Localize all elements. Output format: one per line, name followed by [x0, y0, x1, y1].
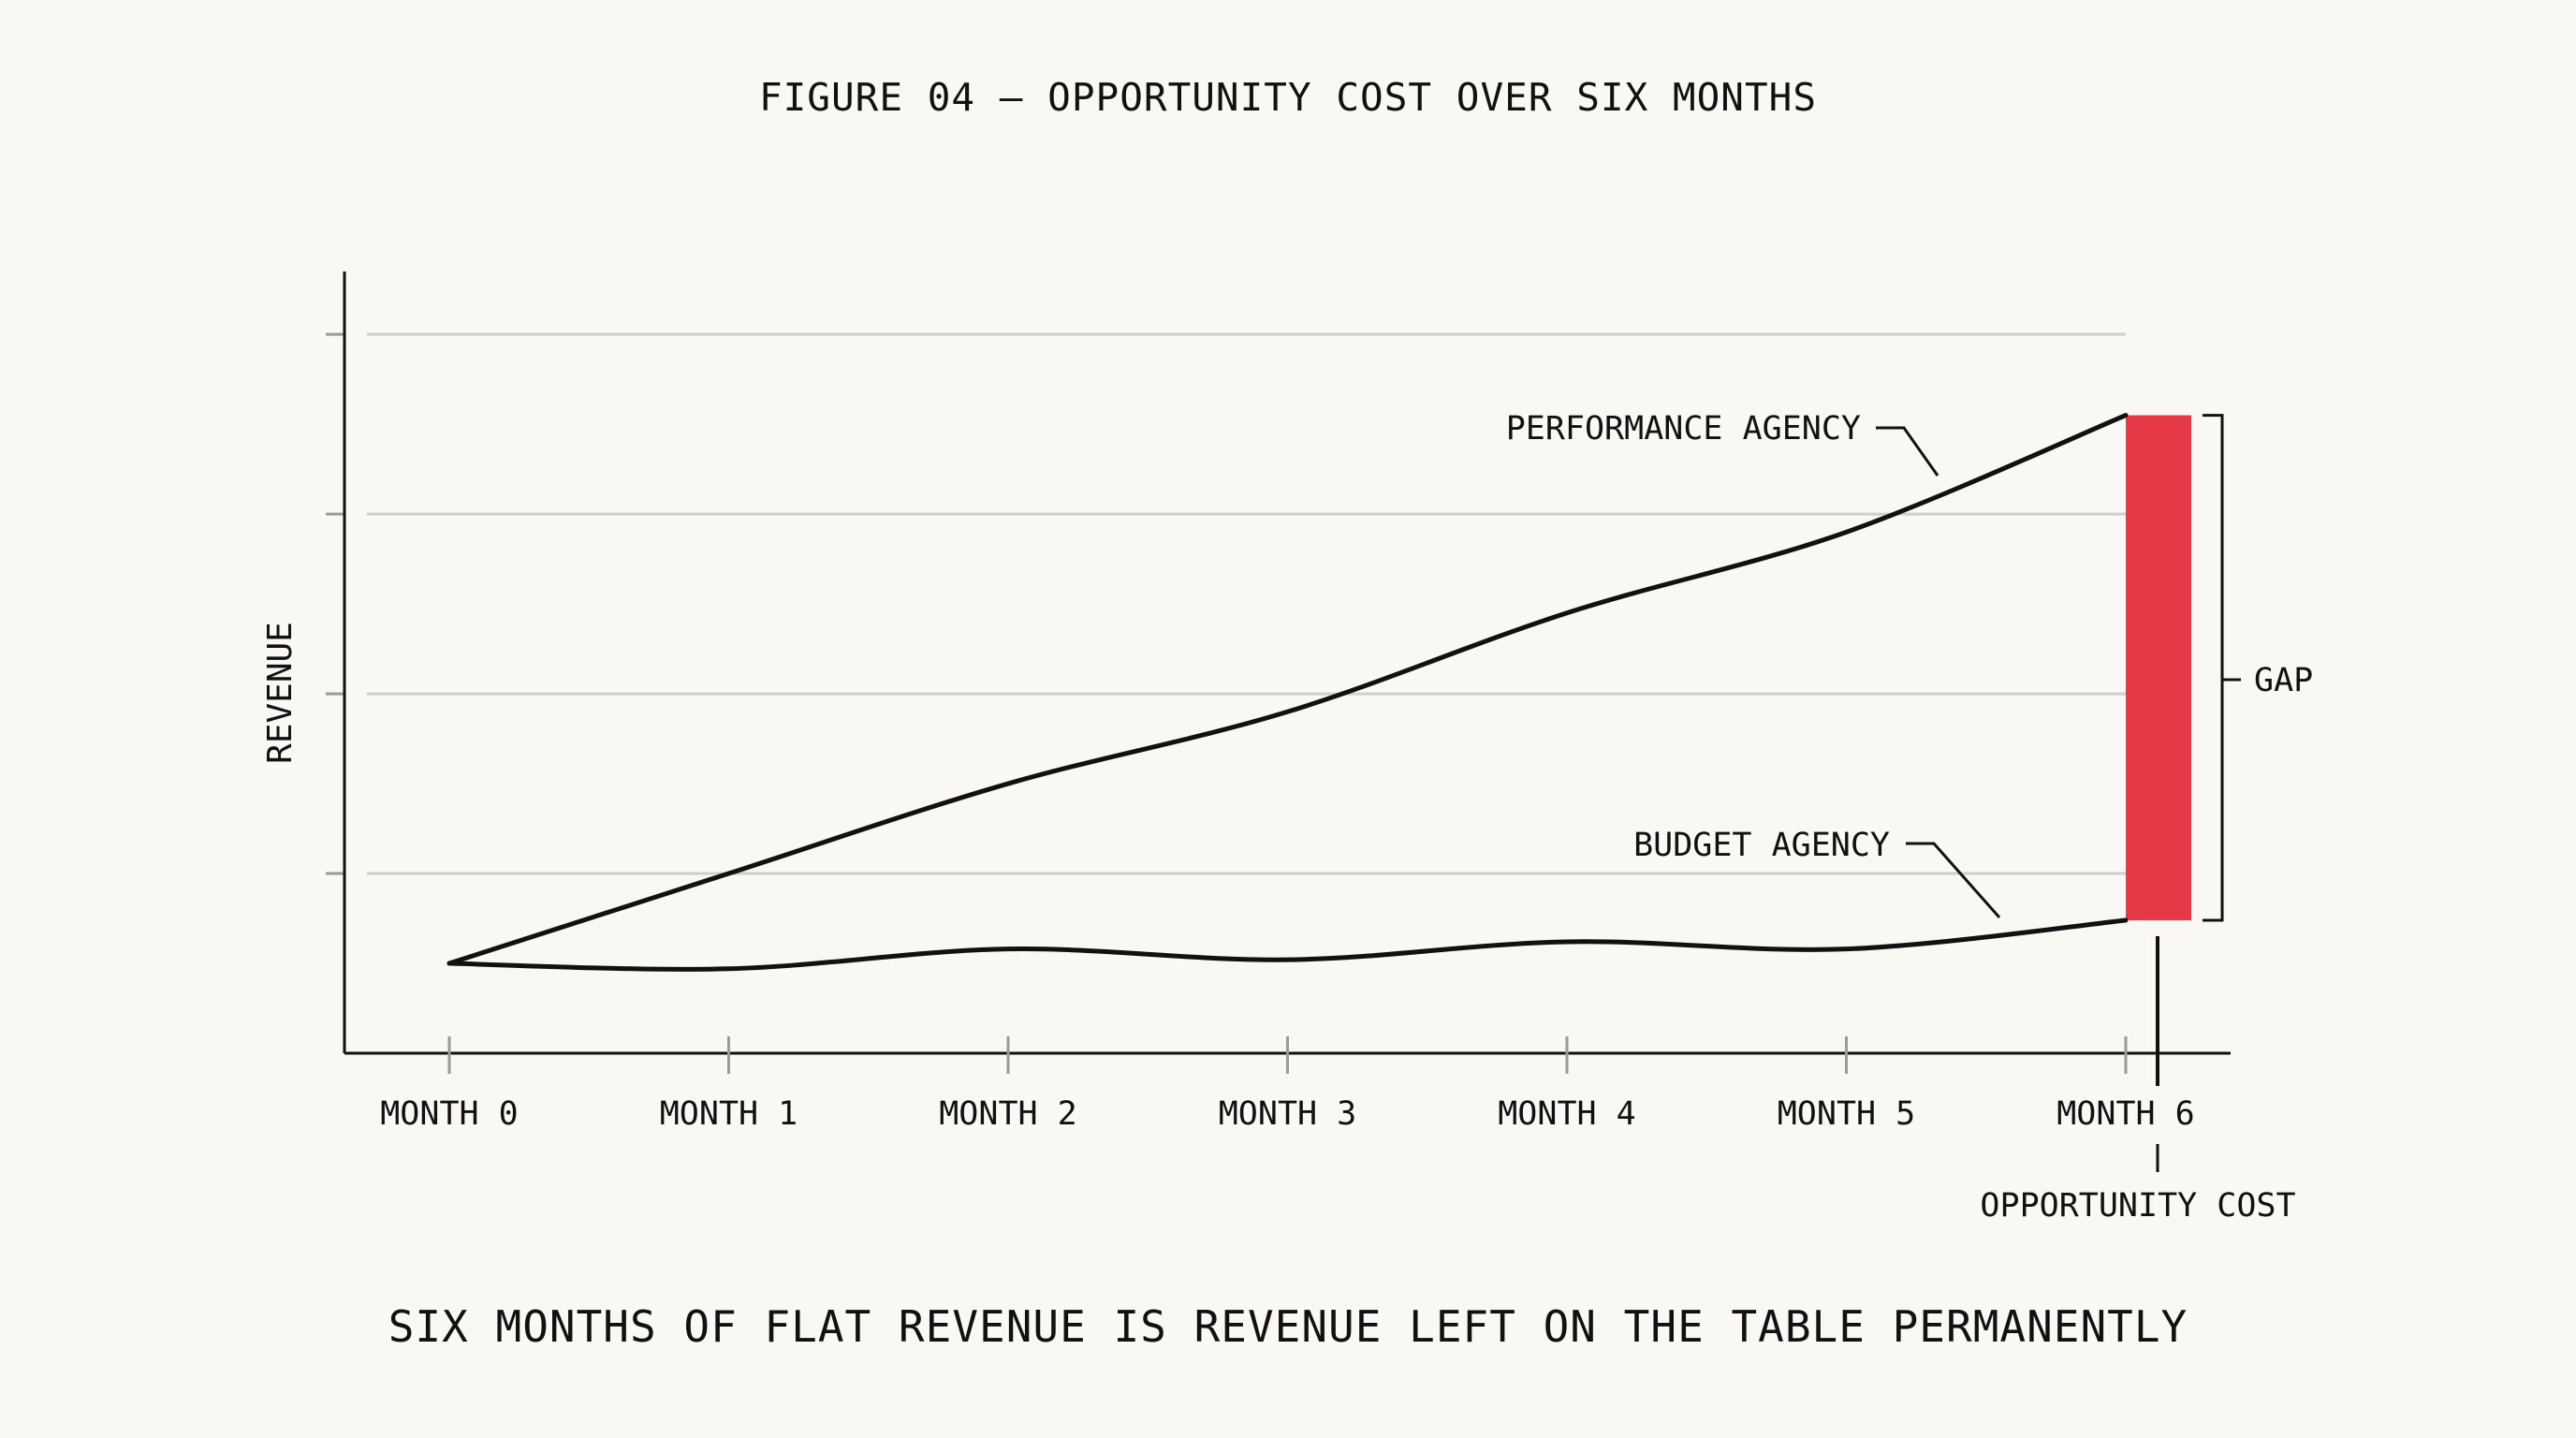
leader-budget-agency [1906, 842, 2001, 918]
series-line-1 [446, 917, 2129, 972]
x-tick-label-5: MONTH 5 [1778, 1095, 1916, 1133]
gap-bracket [2203, 414, 2224, 922]
gap-bar [2126, 415, 2191, 920]
series-label-budget-agency: BUDGET AGENCY [1633, 827, 1890, 864]
y-axis-label: REVENUE [261, 622, 300, 764]
series-label-performance-agency: PERFORMANCE AGENCY [1506, 410, 1861, 448]
opportunity-cost-label: OPPORTUNITY COST [1980, 1187, 2295, 1225]
series-line-0 [446, 413, 2129, 966]
chart-title: FIGURE 04 — OPPORTUNITY COST OVER SIX MO… [758, 75, 1818, 120]
x-tick-label-4: MONTH 4 [1498, 1095, 1636, 1133]
x-tick-label-0: MONTH 0 [380, 1095, 519, 1133]
x-tick-label-2: MONTH 2 [939, 1095, 1077, 1133]
x-tick-label-1: MONTH 1 [660, 1095, 798, 1133]
chart-caption: SIX MONTHS OF FLAT REVENUE IS REVENUE LE… [388, 1301, 2188, 1352]
x-tick-label-6: MONTH 6 [2056, 1095, 2195, 1133]
gap-label: GAP [2254, 662, 2313, 699]
x-tick-label-3: MONTH 3 [1219, 1095, 1357, 1133]
leader-performance-agency [1876, 426, 1939, 477]
